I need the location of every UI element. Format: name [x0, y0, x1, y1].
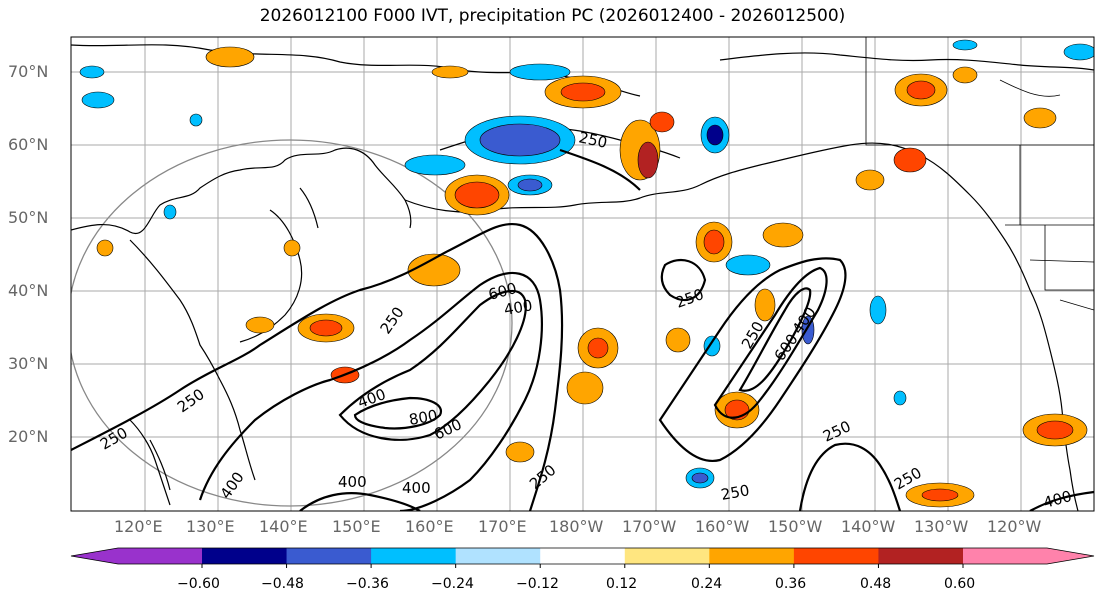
- contour-label: 400: [338, 473, 367, 491]
- lat-label-40n: 40°N: [8, 281, 49, 300]
- contour-400-west: [198, 271, 543, 511]
- contour-800-west: [353, 396, 443, 430]
- lat-label-30n: 30°N: [8, 354, 49, 373]
- contour-label: 400: [402, 479, 431, 497]
- colorbar-segment: [540, 548, 626, 564]
- contour-label: 250: [526, 461, 560, 493]
- colorbar-tick-label: −0.48: [261, 576, 304, 592]
- contour-250-loop: [660, 258, 707, 302]
- colorbar-segment: [793, 548, 879, 564]
- contour-label: 250: [673, 285, 706, 312]
- colorbar-segment: [709, 548, 795, 564]
- contour-250-east: [658, 257, 847, 463]
- contour-600-east: [738, 287, 812, 392]
- precip-negative: [79, 39, 1094, 489]
- lat-label-60n: 60°N: [8, 135, 49, 154]
- colorbar-tick-label: 0.12: [606, 576, 638, 592]
- contour-400-south: [299, 492, 421, 511]
- colorbar-segment: [71, 548, 202, 564]
- lon-label-150w: 150°W: [768, 517, 823, 536]
- contour-label: 250: [377, 304, 408, 338]
- lon-label-130e: 130°E: [186, 517, 235, 536]
- lon-label-150e: 150°E: [332, 517, 381, 536]
- contour-label: 800: [408, 406, 439, 429]
- colorbar-segment: [878, 548, 964, 564]
- contour-400-east-edge: [1029, 490, 1094, 511]
- lon-label-170w: 170°W: [622, 517, 677, 536]
- colorbar-segment: [371, 548, 457, 564]
- colorbar-tick-label: −0.12: [516, 576, 559, 592]
- contour-label: 400: [789, 304, 820, 338]
- lat-label-50n: 50°N: [8, 208, 49, 227]
- colorbar-segment: [202, 548, 288, 564]
- colorbar-tick-label: 0.36: [775, 576, 807, 592]
- colorbar: [70, 547, 1095, 568]
- lon-label-130w: 130°W: [914, 517, 969, 536]
- lat-label-20n: 20°N: [8, 427, 49, 446]
- colorbar-tick-label: −0.36: [346, 576, 389, 592]
- contour-label: 400: [503, 296, 534, 319]
- map-layers: [71, 37, 1094, 511]
- lon-label-140w: 140°W: [841, 517, 896, 536]
- colorbar-segment: [455, 548, 541, 564]
- lon-label-120w: 120°W: [987, 517, 1042, 536]
- contour-600-west: [338, 289, 527, 441]
- colorbar-tick-label: −0.24: [431, 576, 474, 592]
- contour-label: 250: [720, 481, 751, 504]
- contour-250-north: [559, 148, 641, 191]
- contour-label: 250: [577, 128, 609, 152]
- reference-circle: [71, 139, 513, 507]
- contour-label: 250: [820, 417, 854, 445]
- colorbar-outline: [70, 547, 1095, 565]
- map-frame: [70, 36, 1095, 512]
- lat-label-70n: 70°N: [8, 62, 49, 81]
- contour-250-east-south: [798, 442, 902, 511]
- contour-label: 600: [771, 331, 802, 365]
- lon-label-170e: 170°E: [478, 517, 527, 536]
- contour-label: 250: [97, 424, 131, 454]
- precip-positive: [96, 46, 1088, 508]
- lon-label-160w: 160°W: [695, 517, 750, 536]
- contour-label-group: 250 250 250 250 250 250 250 250 250 250 …: [97, 128, 1074, 512]
- lon-label-180w: 180°W: [549, 517, 604, 536]
- colorbar-tick-label: 0.48: [860, 576, 892, 592]
- contour-label: 400: [1041, 487, 1073, 512]
- colorbar-segment: [624, 548, 710, 564]
- colorbar-tick-label: 0.60: [944, 576, 976, 592]
- lon-label-120e: 120°E: [114, 517, 163, 536]
- colorbar-tick-label: 0.24: [691, 576, 723, 592]
- boundaries: [865, 37, 1094, 311]
- contour-label: 400: [355, 385, 388, 412]
- colorbar-tick-label: −0.60: [177, 576, 220, 592]
- colorbar-segment: [963, 548, 1094, 564]
- colorbar-segment: [286, 548, 372, 564]
- lon-label-140e: 140°E: [259, 517, 308, 536]
- map-title: 2026012100 F000 IVT, precipitation PC (2…: [259, 6, 846, 26]
- contour-250-west: [71, 222, 564, 511]
- contour-400-east: [713, 266, 828, 419]
- lon-label-160e: 160°E: [405, 517, 454, 536]
- ivt-contours: [71, 148, 1094, 511]
